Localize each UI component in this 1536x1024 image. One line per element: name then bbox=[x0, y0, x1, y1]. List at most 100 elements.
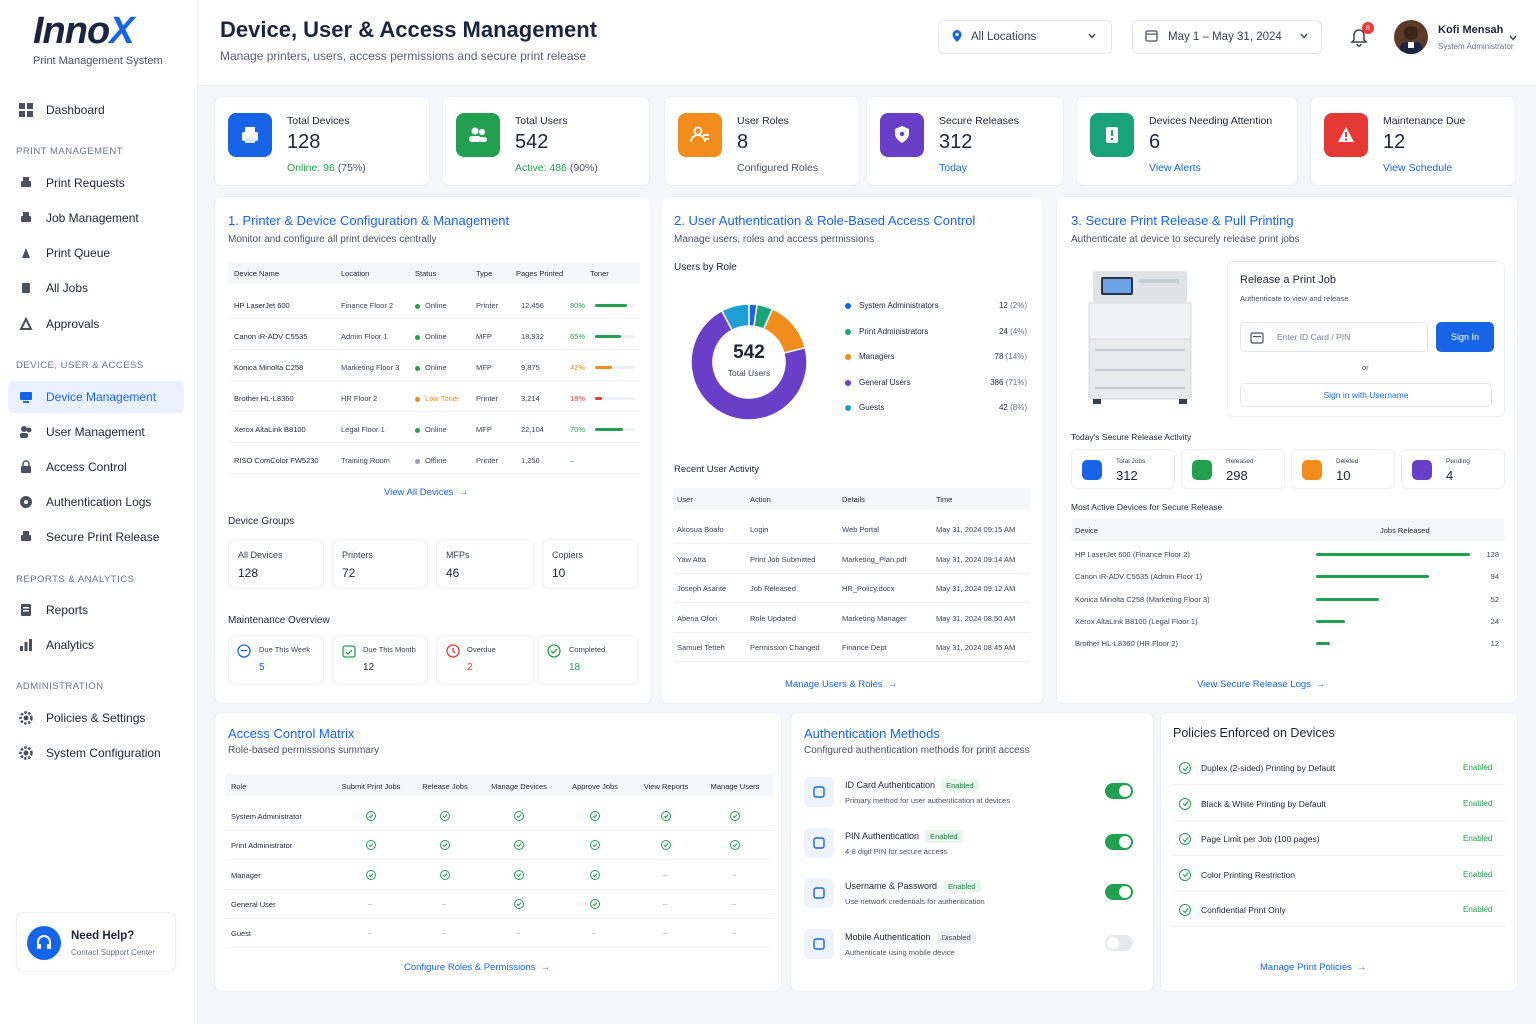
donut-label: Total Users bbox=[727, 368, 771, 378]
maintenance-card[interactable]: Completed 18 bbox=[538, 635, 638, 685]
release-stat-card[interactable]: Deleted 10 bbox=[1291, 449, 1395, 489]
help-card[interactable]: Need Help? Contact Support Center bbox=[16, 912, 176, 972]
stat-card-devices[interactable]: Total Devices 128 Online: 96 (75%) bbox=[214, 96, 430, 186]
sidebar-item-job-management[interactable]: Job Management bbox=[8, 202, 184, 234]
maintenance-card[interactable]: Due This Month 12 bbox=[332, 635, 428, 685]
policy-status: Enabled bbox=[1463, 763, 1493, 772]
policy-name: Confidential Print Only bbox=[1201, 905, 1286, 916]
sidebar-item-print-requests[interactable]: Print Requests bbox=[8, 167, 184, 199]
sidebar-item-approvals[interactable]: Approvals bbox=[8, 308, 184, 340]
table-row[interactable] bbox=[225, 832, 773, 861]
legend-dot bbox=[845, 405, 851, 411]
table-row[interactable] bbox=[228, 293, 640, 319]
table-row[interactable] bbox=[674, 634, 1030, 662]
release-stat-card[interactable]: Released 298 bbox=[1181, 449, 1285, 489]
dashboard-icon bbox=[18, 102, 34, 118]
sidebar-item-print-queue[interactable]: Print Queue bbox=[8, 237, 184, 269]
view-schedule-link[interactable]: View Schedule bbox=[1383, 162, 1453, 174]
table-row[interactable] bbox=[674, 605, 1030, 633]
status-text: Online bbox=[425, 425, 447, 434]
legend-label: Print Administrators bbox=[859, 326, 929, 336]
queue-icon bbox=[18, 245, 34, 261]
warning-icon bbox=[1324, 113, 1368, 157]
release-stat-card[interactable]: Pending 4 bbox=[1401, 449, 1505, 489]
or-divider: or bbox=[1362, 363, 1369, 372]
policy-row[interactable] bbox=[1171, 895, 1507, 928]
auth-toggle[interactable] bbox=[1105, 934, 1133, 951]
table-row[interactable] bbox=[228, 386, 640, 412]
stat-sub: Online: 96 (75%) bbox=[287, 162, 366, 174]
table-row[interactable] bbox=[674, 546, 1030, 574]
sidebar-item-analytics[interactable]: Analytics bbox=[8, 629, 184, 661]
id-card-pin-input[interactable]: Enter ID Card / PIN bbox=[1240, 322, 1428, 352]
chevron-down-icon[interactable] bbox=[1508, 30, 1518, 48]
release-stat-card[interactable]: Total Jobs 312 bbox=[1071, 449, 1175, 489]
policy-row[interactable] bbox=[1171, 753, 1507, 785]
table-header-bg bbox=[674, 488, 1030, 510]
table-row[interactable] bbox=[225, 891, 773, 919]
sidebar-item-dashboard[interactable]: Dashboard bbox=[8, 94, 184, 126]
table-row[interactable] bbox=[228, 448, 640, 474]
manage-users-link[interactable]: Manage Users & Roles → bbox=[785, 679, 898, 690]
table-row[interactable] bbox=[228, 324, 640, 350]
sign-in-button[interactable]: Sign In bbox=[1436, 322, 1494, 352]
stat-card-maintenance[interactable]: Maintenance Due 12 View Schedule bbox=[1310, 96, 1516, 186]
sidebar-item-all-jobs[interactable]: All Jobs bbox=[8, 272, 184, 304]
donut-slice[interactable] bbox=[690, 309, 808, 421]
table-row[interactable] bbox=[225, 862, 773, 890]
stat-card-users[interactable]: Total Users 542 Active: 486 (90%) bbox=[442, 96, 650, 186]
sidebar-item-policies[interactable]: Policies & Settings bbox=[8, 702, 184, 734]
group-card[interactable]: MFPs 46 bbox=[436, 539, 534, 589]
legend-pct: (71%) bbox=[1005, 377, 1027, 387]
column-header: Location bbox=[341, 269, 370, 278]
view-secure-logs-link[interactable]: View Secure Release Logs → bbox=[1197, 679, 1326, 690]
auth-status-badge: Enabled bbox=[943, 880, 981, 893]
donut-slice[interactable] bbox=[720, 303, 750, 332]
table-row[interactable] bbox=[674, 575, 1030, 603]
sidebar-item-access-control[interactable]: Access Control bbox=[8, 451, 184, 483]
cell-pages: 3,214 bbox=[521, 394, 540, 403]
auth-toggle[interactable] bbox=[1105, 783, 1133, 799]
table-header-bg bbox=[1071, 519, 1505, 541]
avatar[interactable] bbox=[1394, 20, 1428, 54]
sidebar-item-auth-logs[interactable]: Authentication Logs bbox=[8, 486, 184, 518]
view-all-devices-link[interactable]: View All Devices → bbox=[384, 487, 469, 498]
policy-row[interactable] bbox=[1171, 789, 1507, 821]
brand-logo[interactable]: InnoX bbox=[33, 10, 135, 52]
table-row[interactable] bbox=[228, 355, 640, 381]
table-row[interactable] bbox=[225, 803, 773, 831]
manage-policies-link[interactable]: Manage Print Policies → bbox=[1260, 962, 1367, 973]
sidebar-item-reports[interactable]: Reports bbox=[8, 594, 184, 626]
policy-row[interactable] bbox=[1171, 824, 1507, 857]
sidebar-item-secure-print[interactable]: Secure Print Release bbox=[8, 521, 184, 553]
group-card[interactable]: All Devices 128 bbox=[228, 539, 324, 589]
group-card[interactable]: Printers 72 bbox=[332, 539, 428, 589]
view-alerts-link[interactable]: View Alerts bbox=[1149, 162, 1201, 174]
auth-status-badge: Enabled bbox=[941, 779, 979, 792]
maintenance-card[interactable]: Overdue 2 bbox=[436, 635, 534, 685]
group-card[interactable]: Copiers 10 bbox=[542, 539, 638, 589]
date-range-select[interactable]: May 1 – May 31, 2024 bbox=[1132, 20, 1322, 54]
location-select[interactable]: All Locations bbox=[938, 20, 1112, 54]
table-row[interactable] bbox=[674, 516, 1030, 544]
section-label: Device Groups bbox=[228, 516, 295, 527]
stat-card-roles[interactable]: User Roles 8 Configured Roles bbox=[664, 96, 860, 186]
auth-toggle[interactable] bbox=[1105, 833, 1133, 850]
stat-card-secure-releases[interactable]: Secure Releases 312 Today bbox=[866, 96, 1064, 186]
policy-row[interactable] bbox=[1171, 860, 1507, 892]
cell-loc: Marketing Floor 3 bbox=[341, 363, 400, 372]
legend-count: 386 bbox=[990, 377, 1004, 387]
stat-card-attention[interactable]: Devices Needing Attention 6 View Alerts bbox=[1076, 96, 1298, 186]
sidebar-item-device-management[interactable]: Device Management bbox=[8, 381, 184, 413]
configure-roles-link[interactable]: Configure Roles & Permissions → bbox=[404, 962, 551, 973]
cell-type: Printer bbox=[476, 456, 499, 465]
sidebar-item-system-config[interactable]: System Configuration bbox=[8, 737, 184, 769]
sidebar-item-user-management[interactable]: User Management bbox=[8, 416, 184, 448]
maintenance-card[interactable]: Due This Week 5 bbox=[228, 635, 324, 685]
sign-in-username-button[interactable]: Sign in with Username bbox=[1240, 383, 1492, 407]
stat-value: 12 bbox=[1383, 131, 1406, 153]
table-row[interactable] bbox=[228, 417, 640, 443]
auth-toggle[interactable] bbox=[1105, 884, 1133, 900]
auth-method-desc: Authenticate using mobile device bbox=[845, 947, 955, 957]
table-row[interactable] bbox=[225, 920, 773, 949]
